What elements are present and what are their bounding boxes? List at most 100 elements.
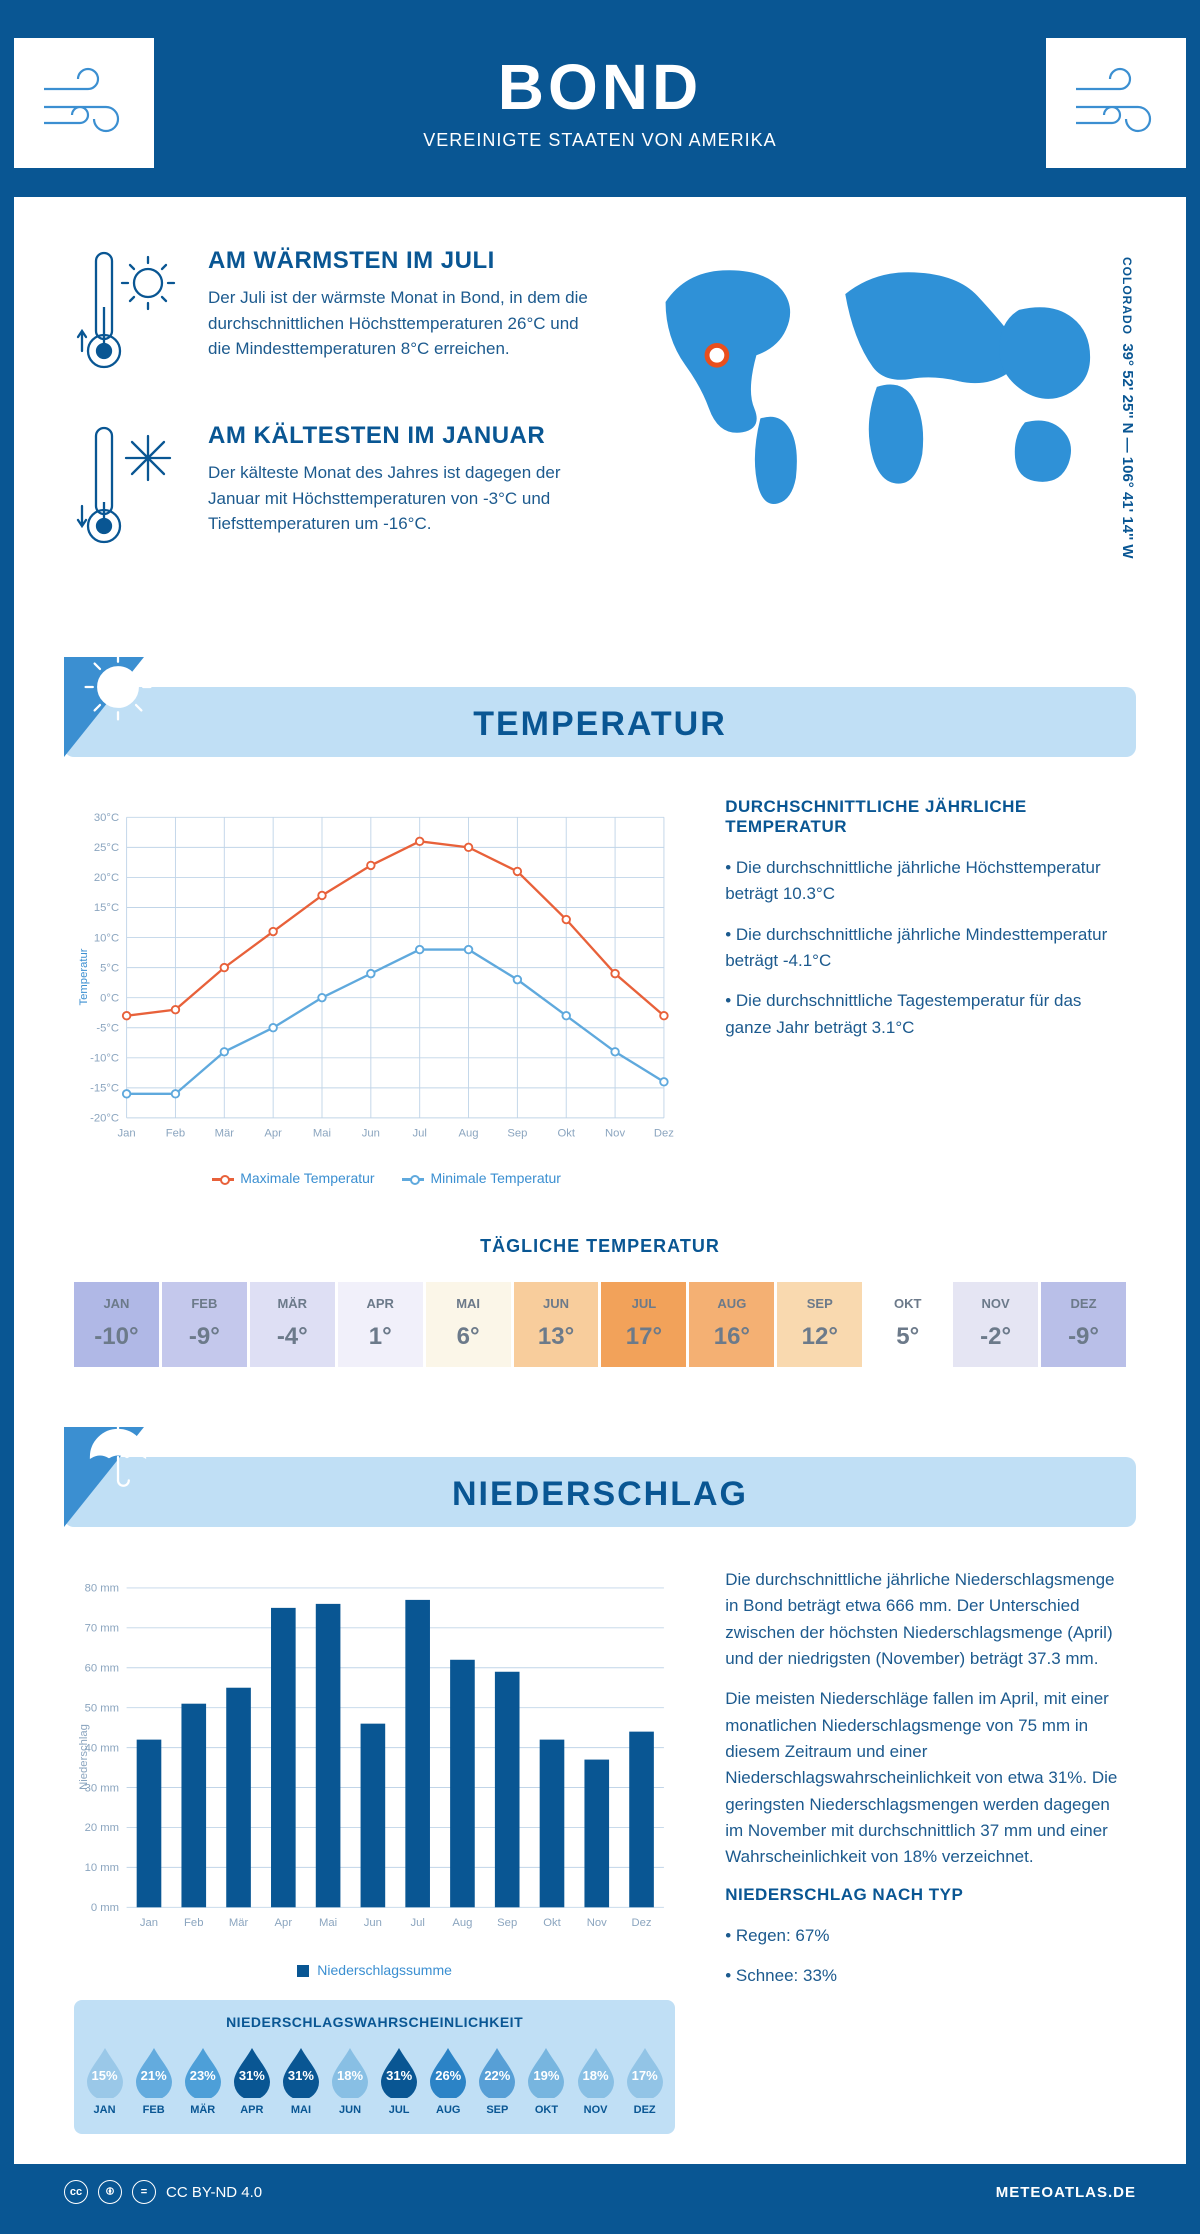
month-cell: AUG16° bbox=[689, 1282, 774, 1367]
svg-text:Jul: Jul bbox=[410, 1917, 424, 1929]
svg-text:15°C: 15°C bbox=[94, 902, 119, 914]
month-cell: OKT5° bbox=[865, 1282, 950, 1367]
page-header: BOND VEREINIGTE STAATEN VON AMERIKA bbox=[14, 14, 1186, 197]
month-cell: JAN-10° bbox=[74, 1282, 159, 1367]
svg-text:80 mm: 80 mm bbox=[85, 1583, 119, 1595]
precip-para: Die durchschnittliche jährliche Niedersc… bbox=[725, 1567, 1126, 1672]
fact-coldest: AM KÄLTESTEN IM JANUAR Der kälteste Mona… bbox=[74, 422, 592, 557]
svg-text:Dez: Dez bbox=[632, 1917, 652, 1929]
svg-text:-5°C: -5°C bbox=[96, 1022, 119, 1034]
probability-drop: 18%NOV bbox=[571, 2044, 620, 2116]
probability-drop: 18%JUN bbox=[326, 2044, 375, 2116]
precip-para: Die meisten Niederschläge fallen im Apri… bbox=[725, 1686, 1126, 1870]
svg-text:20 mm: 20 mm bbox=[85, 1822, 119, 1834]
temperature-line-chart: -20°C-15°C-10°C-5°C0°C5°C10°C15°C20°C25°… bbox=[74, 797, 675, 1157]
chart-legend: Niederschlagssumme bbox=[74, 1962, 675, 1978]
probability-drop: 17%DEZ bbox=[620, 2044, 669, 2116]
svg-text:Feb: Feb bbox=[184, 1917, 203, 1929]
svg-text:Mai: Mai bbox=[319, 1917, 337, 1929]
by-icon: 🅯 bbox=[98, 2180, 122, 2204]
svg-text:10 mm: 10 mm bbox=[85, 1862, 119, 1874]
svg-text:Sep: Sep bbox=[507, 1128, 527, 1140]
precipitation-probability-box: NIEDERSCHLAGSWAHRSCHEINLICHKEIT 15%JAN21… bbox=[74, 2000, 675, 2134]
nd-icon: = bbox=[132, 2180, 156, 2204]
temperature-bullets: Die durchschnittliche jährliche Höchstte… bbox=[725, 855, 1126, 1041]
svg-text:Apr: Apr bbox=[264, 1128, 282, 1140]
page-subtitle: VEREINIGTE STAATEN VON AMERIKA bbox=[14, 130, 1186, 151]
svg-text:50 mm: 50 mm bbox=[85, 1702, 119, 1714]
probability-drop: 31%JUL bbox=[375, 2044, 424, 2116]
precip-type-title: NIEDERSCHLAG NACH TYP bbox=[725, 1885, 1126, 1905]
month-cell: MÄR-4° bbox=[250, 1282, 335, 1367]
page-title: BOND bbox=[14, 50, 1186, 124]
brand-text: METEOATLAS.DE bbox=[996, 2184, 1136, 2201]
svg-text:-15°C: -15°C bbox=[90, 1083, 119, 1095]
svg-text:Sep: Sep bbox=[497, 1917, 517, 1929]
chart-legend: Maximale Temperatur Minimale Temperatur bbox=[74, 1170, 675, 1186]
svg-text:0 mm: 0 mm bbox=[91, 1902, 119, 1914]
month-cell: DEZ-9° bbox=[1041, 1282, 1126, 1367]
svg-text:Jul: Jul bbox=[412, 1128, 426, 1140]
svg-text:Apr: Apr bbox=[275, 1917, 293, 1929]
svg-text:Jan: Jan bbox=[140, 1917, 158, 1929]
thermometer-sun-icon bbox=[74, 247, 184, 382]
probability-drop: 21%FEB bbox=[129, 2044, 178, 2116]
svg-text:Mai: Mai bbox=[313, 1128, 331, 1140]
license-text: CC BY-ND 4.0 bbox=[166, 2184, 262, 2201]
svg-text:Aug: Aug bbox=[452, 1917, 472, 1929]
svg-text:-20°C: -20°C bbox=[90, 1113, 119, 1125]
probability-drop: 15%JAN bbox=[80, 2044, 129, 2116]
svg-text:60 mm: 60 mm bbox=[85, 1663, 119, 1675]
svg-text:Okt: Okt bbox=[543, 1917, 561, 1929]
month-cell: FEB-9° bbox=[162, 1282, 247, 1367]
probability-drop: 31%MAI bbox=[276, 2044, 325, 2116]
svg-text:Nov: Nov bbox=[605, 1128, 625, 1140]
thermometer-snowflake-icon bbox=[74, 422, 184, 557]
svg-text:0°C: 0°C bbox=[100, 992, 119, 1004]
svg-text:20°C: 20°C bbox=[94, 872, 119, 884]
sidebar-title: DURCHSCHNITTLICHE JÄHRLICHE TEMPERATUR bbox=[725, 797, 1126, 837]
section-header-temperatur: TEMPERATUR bbox=[64, 657, 1136, 757]
svg-text:Feb: Feb bbox=[166, 1128, 185, 1140]
probability-drop: 26%AUG bbox=[424, 2044, 473, 2116]
fact-title: AM WÄRMSTEN IM JULI bbox=[208, 247, 592, 275]
probability-drop: 22%SEP bbox=[473, 2044, 522, 2116]
fact-text: Der kälteste Monat des Jahres ist dagege… bbox=[208, 460, 592, 537]
svg-text:Aug: Aug bbox=[459, 1128, 479, 1140]
coordinates: COLORADO 39° 52' 25'' N — 106° 41' 14'' … bbox=[1119, 257, 1136, 559]
probability-drop: 23%MÄR bbox=[178, 2044, 227, 2116]
page-footer: cc 🅯 = CC BY-ND 4.0 METEOATLAS.DE bbox=[14, 2164, 1186, 2220]
svg-text:Jan: Jan bbox=[118, 1128, 136, 1140]
svg-text:Dez: Dez bbox=[654, 1128, 674, 1140]
svg-text:Mär: Mär bbox=[215, 1128, 235, 1140]
month-cell: JUL17° bbox=[601, 1282, 686, 1367]
svg-text:Jun: Jun bbox=[362, 1128, 380, 1140]
svg-text:-10°C: -10°C bbox=[90, 1053, 119, 1065]
svg-text:Niederschlag: Niederschlag bbox=[78, 1724, 90, 1790]
svg-text:70 mm: 70 mm bbox=[85, 1623, 119, 1635]
month-cell: MAI6° bbox=[426, 1282, 511, 1367]
probability-drop: 19%OKT bbox=[522, 2044, 571, 2116]
fact-text: Der Juli ist der wärmste Monat in Bond, … bbox=[208, 285, 592, 362]
fact-warmest: AM WÄRMSTEN IM JULI Der Juli ist der wär… bbox=[74, 247, 592, 382]
svg-text:25°C: 25°C bbox=[94, 842, 119, 854]
probability-drop: 31%APR bbox=[227, 2044, 276, 2116]
daily-temp-title: TÄGLICHE TEMPERATUR bbox=[14, 1236, 1186, 1257]
wind-icon bbox=[1046, 38, 1186, 168]
svg-text:Mär: Mär bbox=[229, 1917, 249, 1929]
svg-text:10°C: 10°C bbox=[94, 932, 119, 944]
month-cell: JUN13° bbox=[514, 1282, 599, 1367]
svg-text:Jun: Jun bbox=[364, 1917, 382, 1929]
svg-text:30°C: 30°C bbox=[94, 812, 119, 824]
precip-type-bullets: Regen: 67%Schnee: 33% bbox=[725, 1923, 1126, 1990]
svg-text:Nov: Nov bbox=[587, 1917, 607, 1929]
month-cell: SEP12° bbox=[777, 1282, 862, 1367]
month-cell: APR1° bbox=[338, 1282, 423, 1367]
svg-text:Temperatur: Temperatur bbox=[78, 948, 90, 1005]
cc-icon: cc bbox=[64, 2180, 88, 2204]
fact-title: AM KÄLTESTEN IM JANUAR bbox=[208, 422, 592, 450]
world-map: COLORADO 39° 52' 25'' N — 106° 41' 14'' … bbox=[632, 247, 1126, 597]
month-cell: NOV-2° bbox=[953, 1282, 1038, 1367]
svg-text:Okt: Okt bbox=[557, 1128, 575, 1140]
wind-icon bbox=[14, 38, 154, 168]
